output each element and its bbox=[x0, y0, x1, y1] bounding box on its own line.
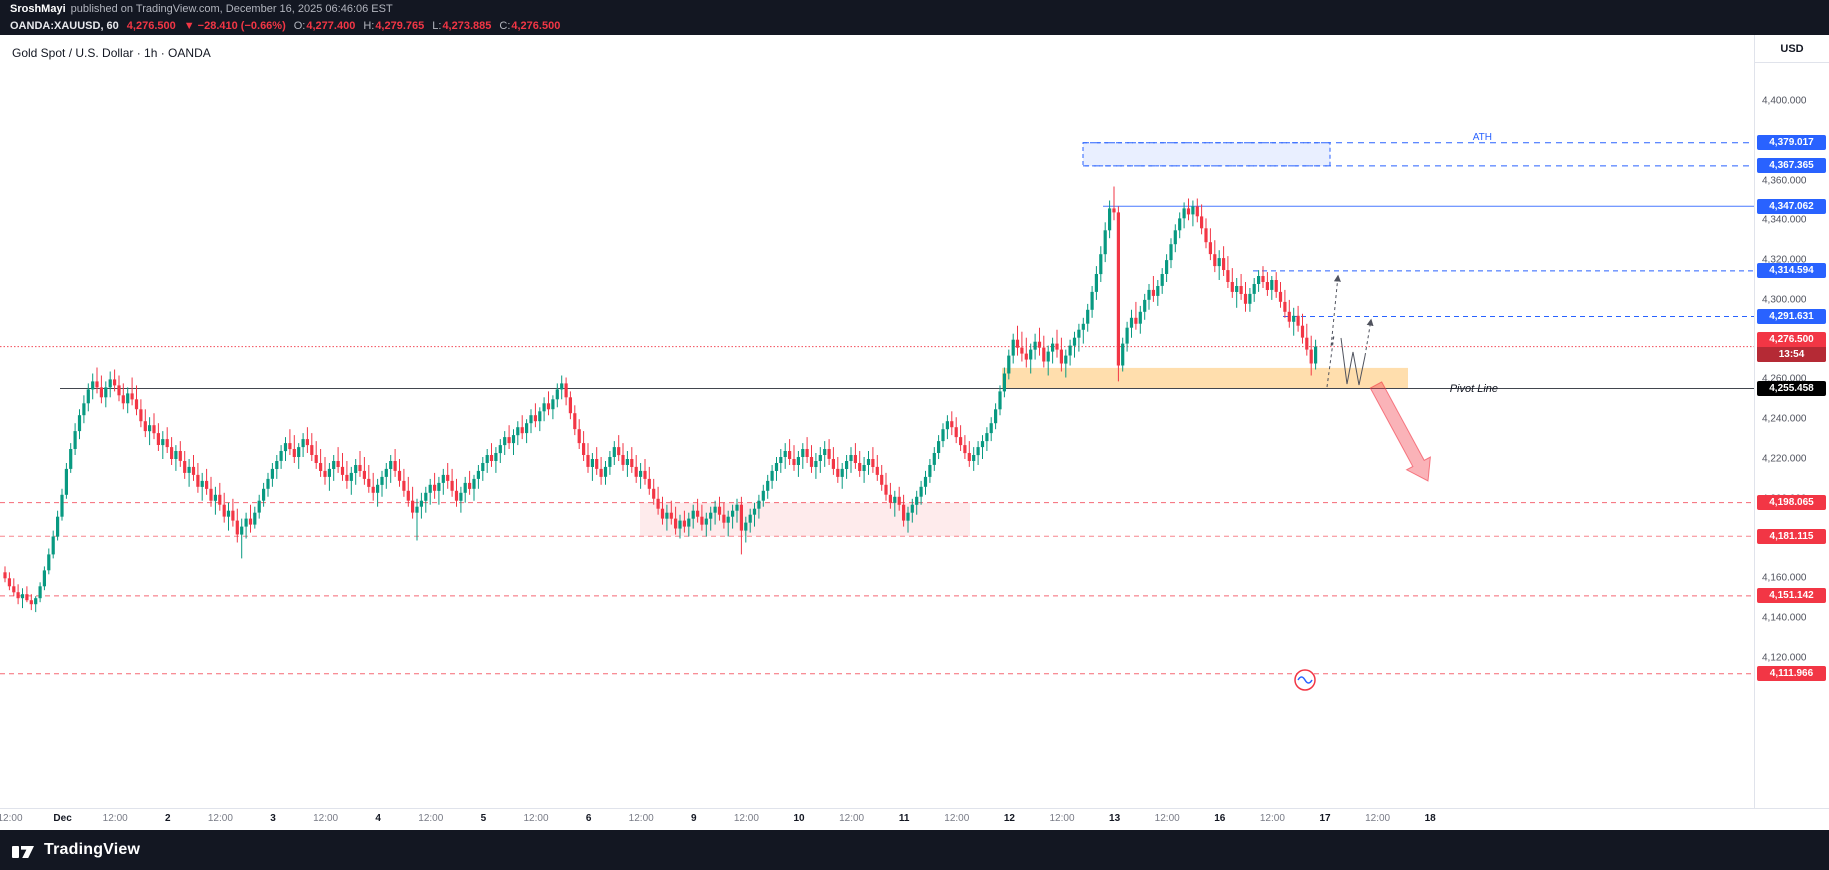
time-label-day: 12 bbox=[1003, 813, 1015, 824]
time-label-day: 10 bbox=[793, 813, 805, 824]
footer-bar: TradingView bbox=[0, 830, 1829, 870]
time-label-day: 2 bbox=[165, 813, 171, 824]
time-label-hour: 12:00 bbox=[207, 813, 233, 824]
time-label-hour: 12:00 bbox=[1259, 813, 1285, 824]
publish-bar: SroshMayi published on TradingView.com, … bbox=[0, 0, 1829, 17]
axis-currency-label: USD bbox=[1755, 35, 1829, 63]
price-tick: 4,120.000 bbox=[1762, 652, 1807, 664]
time-label-day: 6 bbox=[585, 813, 592, 824]
price-level-label: 4,151.142 bbox=[1757, 588, 1826, 604]
time-label-hour: 12:00 bbox=[1365, 813, 1391, 824]
time-label-day: 17 bbox=[1319, 813, 1331, 824]
chart-title: Gold Spot / U.S. Dollar · 1h · OANDA bbox=[12, 46, 211, 60]
time-label-hour: 12:00 bbox=[523, 813, 549, 824]
time-label-hour: 12:00 bbox=[418, 813, 444, 824]
open-value: 4,277.400 bbox=[306, 20, 356, 32]
time-label-hour: 12:00 bbox=[1154, 813, 1180, 824]
price-axis[interactable]: 4,400.0004,380.0004,360.0004,340.0004,32… bbox=[1754, 35, 1829, 808]
price-level-label: 4,291.631 bbox=[1757, 309, 1826, 324]
chart-area[interactable]: ATH Pivot Line Gold Spot / U.S. Dollar · … bbox=[0, 35, 1754, 808]
time-label-day: 9 bbox=[691, 813, 697, 824]
price-tick: 4,160.000 bbox=[1762, 572, 1807, 584]
price-level-label: 4,367.365 bbox=[1757, 158, 1826, 174]
time-label-hour: 12:00 bbox=[839, 813, 865, 824]
time-label-hour: 12:00 bbox=[1049, 813, 1075, 824]
bar-countdown: 13:54 bbox=[1757, 346, 1826, 362]
time-label-day: 4 bbox=[375, 813, 381, 824]
price-tick: 4,400.000 bbox=[1762, 95, 1807, 107]
low-value: 4,273.885 bbox=[442, 20, 492, 32]
close-value: 4,276.500 bbox=[511, 20, 561, 32]
bearish-arrow bbox=[1369, 381, 1431, 482]
low-label: L: bbox=[432, 20, 442, 32]
time-label-day: 5 bbox=[480, 813, 487, 824]
price-tick: 4,360.000 bbox=[1762, 175, 1807, 187]
zones bbox=[640, 142, 1408, 537]
symbol-name[interactable]: OANDA:XAUUSD, 60 bbox=[10, 20, 119, 32]
time-label-hour: 12:00 bbox=[102, 813, 128, 824]
svg-text:Pivot Line: Pivot Line bbox=[1450, 383, 1498, 395]
price-level-label: 4,314.594 bbox=[1757, 263, 1826, 279]
time-axis[interactable]: 12:00 Dec 12:00 2 12:00 3 12:00 4 12:00 5 12:00 6 12… bbox=[0, 808, 1829, 830]
price-level-label: 4,347.062 bbox=[1757, 198, 1826, 214]
open-label: O: bbox=[293, 20, 306, 32]
price-change: ▼ −28.410 (−0.66%) bbox=[183, 20, 286, 32]
ohlc-values: O: 4,277.400 H: 4,279.765 L: 4,273.885 C: 4,… bbox=[294, 20, 561, 32]
time-label-hour: 12:00 bbox=[313, 813, 339, 824]
price-level-label: 4,181.115 bbox=[1757, 528, 1826, 544]
candles bbox=[3, 186, 1318, 613]
price-tick: 4,240.000 bbox=[1762, 413, 1807, 425]
price-level-label: 4,255.458 bbox=[1757, 381, 1826, 396]
price-tick: 4,340.000 bbox=[1762, 214, 1807, 226]
time-label-hour: 12:00 bbox=[733, 813, 759, 824]
last-price: 4,276.500 bbox=[126, 20, 176, 32]
time-label-day: 16 bbox=[1214, 813, 1226, 824]
price-tick: 4,320.000 bbox=[1762, 254, 1807, 266]
high-label: H: bbox=[363, 20, 375, 32]
price-chart-svg: ATH Pivot Line bbox=[0, 132, 1754, 691]
symbol-bar: OANDA:XAUUSD, 60 4,276.500 ▼ −28.410 (−0… bbox=[0, 17, 1829, 35]
price-level-label: 4,198.065 bbox=[1757, 495, 1826, 511]
publish-meta: published on TradingView.com, December 1… bbox=[70, 2, 393, 15]
level-lines: ATH Pivot Line bbox=[0, 132, 1754, 675]
svg-text:ATH: ATH bbox=[1473, 132, 1492, 143]
time-label-day: 18 bbox=[1424, 813, 1436, 824]
time-label-day: Dec bbox=[53, 813, 72, 824]
publish-author-link[interactable]: SroshMayi bbox=[10, 2, 66, 15]
time-label-day: 11 bbox=[898, 813, 910, 824]
price-level-label: 4,379.017 bbox=[1757, 135, 1826, 151]
time-label-day: 13 bbox=[1109, 813, 1121, 824]
footer-brand[interactable]: TradingView bbox=[44, 841, 141, 858]
time-label-hour: 12:00 bbox=[944, 813, 970, 824]
price-tick: 4,140.000 bbox=[1762, 612, 1807, 624]
price-level-label: 4,111.966 bbox=[1757, 666, 1826, 682]
time-label-hour: 12:00 bbox=[0, 813, 23, 824]
projection-drawings[interactable] bbox=[1326, 274, 1431, 482]
price-tick: 4,260.000 bbox=[1762, 373, 1807, 385]
high-value: 4,279.765 bbox=[375, 20, 425, 32]
tradingview-logo[interactable] bbox=[12, 841, 36, 859]
time-label-day: 3 bbox=[270, 813, 276, 824]
price-level-label: 4,276.500 13:54 bbox=[1757, 331, 1826, 362]
price-tick: 4,300.000 bbox=[1762, 294, 1807, 306]
price-tick: 4,220.000 bbox=[1762, 453, 1807, 465]
candlestick-plot: ATH Pivot Line bbox=[0, 35, 1754, 813]
close-label: C: bbox=[499, 20, 511, 32]
publisher-avatar bbox=[1294, 669, 1316, 691]
time-label-hour: 12:00 bbox=[628, 813, 654, 824]
